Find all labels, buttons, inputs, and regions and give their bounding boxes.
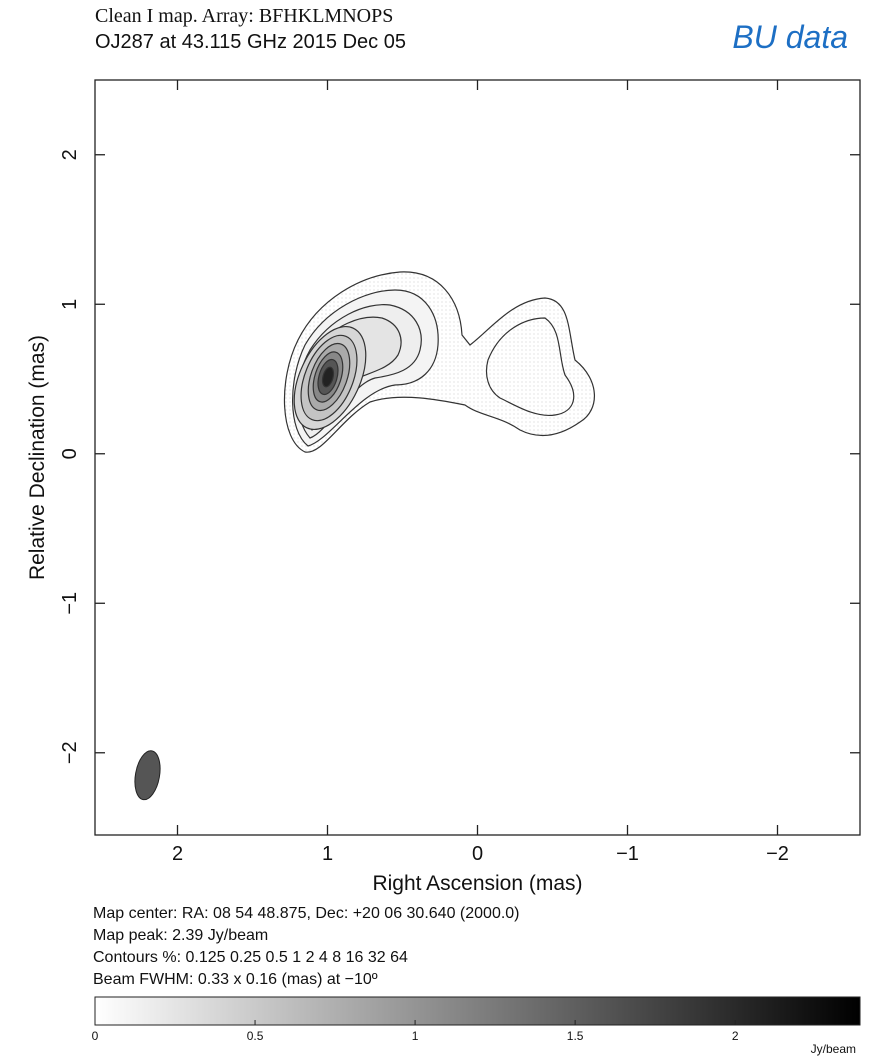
map-note: Beam FWHM: 0.33 x 0.16 (mas) at −10º bbox=[93, 971, 378, 988]
colorbar-tick-label: 2 bbox=[732, 1029, 739, 1043]
colorbar-tick-label: 0 bbox=[92, 1029, 99, 1043]
colorbar-tick-label: 0.5 bbox=[247, 1029, 264, 1043]
colorbar-tick-label: 1 bbox=[412, 1029, 419, 1043]
y-tick-label: −1 bbox=[59, 592, 81, 615]
contours bbox=[280, 272, 595, 452]
plot-frame bbox=[95, 80, 860, 835]
colorbar-tick-label: 1.5 bbox=[567, 1029, 584, 1043]
x-tick-label: −2 bbox=[766, 843, 789, 865]
x-tick-label: 0 bbox=[472, 843, 483, 865]
subtitle: OJ287 at 43.115 GHz 2015 Dec 05 bbox=[95, 31, 406, 53]
map-note: Map peak: 2.39 Jy/beam bbox=[93, 927, 268, 944]
x-axis-label: Right Ascension (mas) bbox=[372, 872, 582, 895]
title: Clean I map. Array: BFHKLMNOPS bbox=[95, 5, 393, 27]
annotation: BU data bbox=[732, 19, 848, 55]
chart: Clean I map. Array: BFHKLMNOPS OJ287 at … bbox=[0, 0, 884, 1058]
y-tick-label: 2 bbox=[59, 149, 81, 160]
y-tick-label: −2 bbox=[59, 741, 81, 764]
y-tick-label: 1 bbox=[59, 299, 81, 310]
y-axis-label: Relative Declination (mas) bbox=[26, 335, 49, 580]
map-note: Contours %: 0.125 0.25 0.5 1 2 4 8 16 32… bbox=[93, 949, 408, 966]
colorbar-label: Jy/beam bbox=[811, 1042, 856, 1056]
colorbar bbox=[95, 997, 860, 1025]
map-note: Map center: RA: 08 54 48.875, Dec: +20 0… bbox=[93, 905, 520, 922]
beam bbox=[131, 749, 163, 802]
y-tick-label: 0 bbox=[59, 448, 81, 459]
x-tick-label: 2 bbox=[172, 843, 183, 865]
x-tick-label: −1 bbox=[616, 843, 639, 865]
x-tick-label: 1 bbox=[322, 843, 333, 865]
